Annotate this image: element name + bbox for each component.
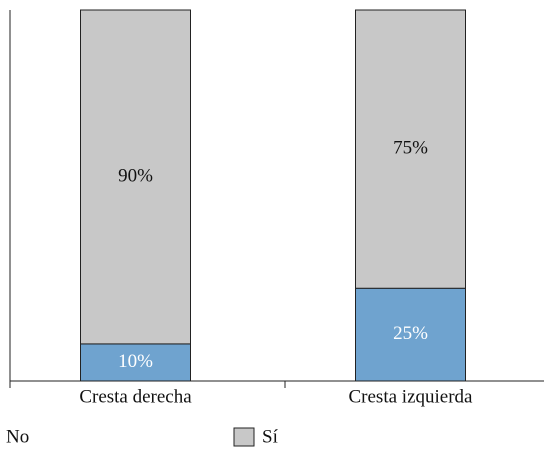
data-label: 25% <box>393 323 428 344</box>
legend-label: No <box>6 426 29 447</box>
legend-label: Sí <box>262 426 279 447</box>
bar-segment <box>355 287 466 382</box>
data-label: 90% <box>118 165 153 186</box>
data-label: 10% <box>118 351 153 372</box>
bar-segment <box>355 9 466 289</box>
bar-segment <box>80 9 191 345</box>
x-tick-label: Cresta derecha <box>79 386 192 407</box>
data-label: 75% <box>393 137 428 158</box>
x-tick-label: Cresta izquierda <box>349 386 474 407</box>
legend-swatch <box>233 427 255 447</box>
bar-segment <box>80 343 191 382</box>
